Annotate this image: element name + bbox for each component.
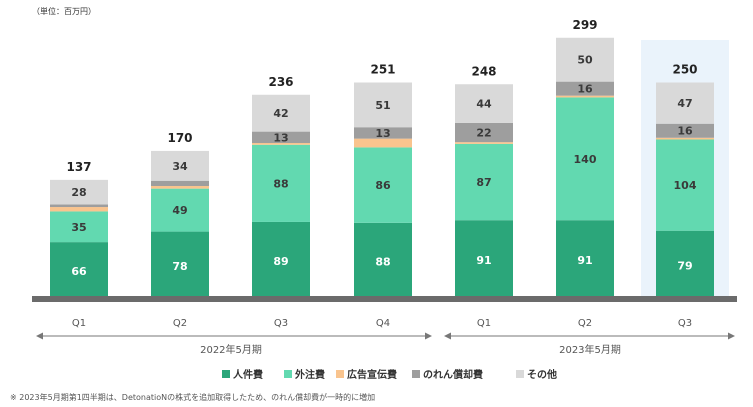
legend-label: のれん償却費 [423, 368, 483, 381]
bar-segment [656, 137, 714, 140]
segment-label: 78 [172, 260, 187, 273]
segment-label: 16 [577, 83, 593, 96]
segment-label: 50 [577, 54, 593, 67]
bar-segment [151, 185, 209, 189]
total-label: 250 [672, 63, 697, 77]
bar-segment [455, 142, 513, 144]
bar-segment [252, 131, 310, 144]
bar-segment [455, 220, 513, 300]
x-tick-label: Q3 [274, 318, 288, 329]
bar-segment [455, 143, 513, 221]
period-groups: 2022年5月期 2023年5月期 [36, 332, 735, 356]
period-label: 2023年5月期 [559, 343, 621, 356]
bar-segment [252, 94, 310, 132]
legend-label: 広告宣伝費 [347, 368, 397, 381]
bar-segment [252, 221, 310, 300]
segment-label: 87 [476, 176, 491, 189]
segment-label: 140 [574, 153, 597, 166]
segment-label: 104 [674, 179, 697, 192]
bar-segment [252, 143, 310, 145]
unit-label: （単位：百万円） [32, 6, 96, 16]
segment-label: 91 [476, 254, 491, 267]
bar-segment [50, 179, 108, 205]
x-tick-label: Q2 [578, 318, 592, 329]
bar-segment [50, 204, 108, 208]
period-label: 2022年5月期 [200, 343, 262, 356]
segment-label: 88 [273, 177, 288, 190]
bar-segment [455, 84, 513, 123]
segment-label: 22 [476, 126, 491, 139]
legend-swatch [336, 370, 344, 378]
total-label: 251 [370, 63, 395, 77]
bar-segment [556, 220, 614, 300]
legend-label: 外注費 [294, 368, 325, 381]
x-tick-label: Q3 [678, 318, 692, 329]
bar-segment [151, 150, 209, 181]
bar-segment [556, 81, 614, 96]
segment-label: 91 [577, 254, 592, 267]
bar-segment [656, 82, 714, 124]
x-tick-layer: Q1 Q2 Q3 Q4 Q1 Q2 Q3 [72, 318, 692, 329]
segment-label: 49 [172, 204, 187, 217]
segment-label: 47 [677, 97, 692, 110]
bar-segment [151, 231, 209, 300]
arrow-left-icon [444, 332, 451, 340]
bar-segment [252, 144, 310, 222]
bars-layer: 66 35 28 137 78 49 34 170 89 88 13 42 236 88 86 13 51 251… [50, 18, 714, 300]
bar-segment [151, 188, 209, 232]
total-label: 236 [268, 75, 293, 89]
segment-label: 66 [71, 265, 87, 278]
footnote: ※ 2023年5月期第1四半期は、DetonatioNの株式を追加取得したため、… [10, 392, 375, 402]
bar-segment [556, 97, 614, 221]
legend-label: 人件費 [233, 368, 263, 381]
x-tick-label: Q2 [173, 318, 187, 329]
total-label: 137 [66, 160, 91, 174]
axis-baseline [32, 296, 737, 302]
total-label: 170 [167, 131, 192, 145]
segment-label: 34 [172, 160, 188, 173]
legend-swatch [284, 370, 292, 378]
arrow-left-icon [36, 332, 43, 340]
legend-label: その他 [527, 368, 557, 381]
x-tick-label: Q1 [477, 318, 491, 329]
bar-segment [354, 222, 412, 300]
x-tick-label: Q1 [72, 318, 86, 329]
segment-label: 13 [375, 127, 390, 140]
bar-segment [656, 123, 714, 138]
total-label: 299 [572, 18, 597, 32]
segment-label: 79 [677, 259, 692, 272]
bar-segment [656, 139, 714, 231]
segment-label: 42 [273, 107, 288, 120]
bar-segment [354, 138, 412, 148]
bar-segment [556, 37, 614, 82]
total-label: 248 [471, 64, 496, 78]
bar-segment [354, 147, 412, 223]
bar-segment [354, 82, 412, 128]
legend-swatch [412, 370, 420, 378]
arrow-right-icon [728, 332, 735, 340]
segment-label: 88 [375, 255, 390, 268]
legend-swatch [222, 370, 230, 378]
segment-label: 44 [476, 98, 492, 111]
bar-segment [455, 122, 513, 143]
legend: 人件費 外注費 広告宣伝費 のれん償却費 その他 [222, 368, 557, 381]
bar-segment [151, 180, 209, 186]
segment-label: 16 [677, 125, 693, 138]
bar-segment [50, 242, 108, 300]
segment-label: 28 [71, 186, 86, 199]
arrow-right-icon [425, 332, 432, 340]
bar-segment [656, 230, 714, 300]
bar-segment [50, 211, 108, 243]
segment-label: 89 [273, 255, 288, 268]
segment-label: 86 [375, 179, 391, 192]
segment-label: 35 [71, 221, 86, 234]
bar-segment [556, 95, 614, 98]
segment-label: 51 [375, 99, 390, 112]
bar-segment [354, 127, 412, 139]
segment-label: 13 [273, 131, 288, 144]
x-tick-label: Q4 [376, 318, 390, 329]
legend-swatch [516, 370, 524, 378]
bar-segment [50, 207, 108, 212]
